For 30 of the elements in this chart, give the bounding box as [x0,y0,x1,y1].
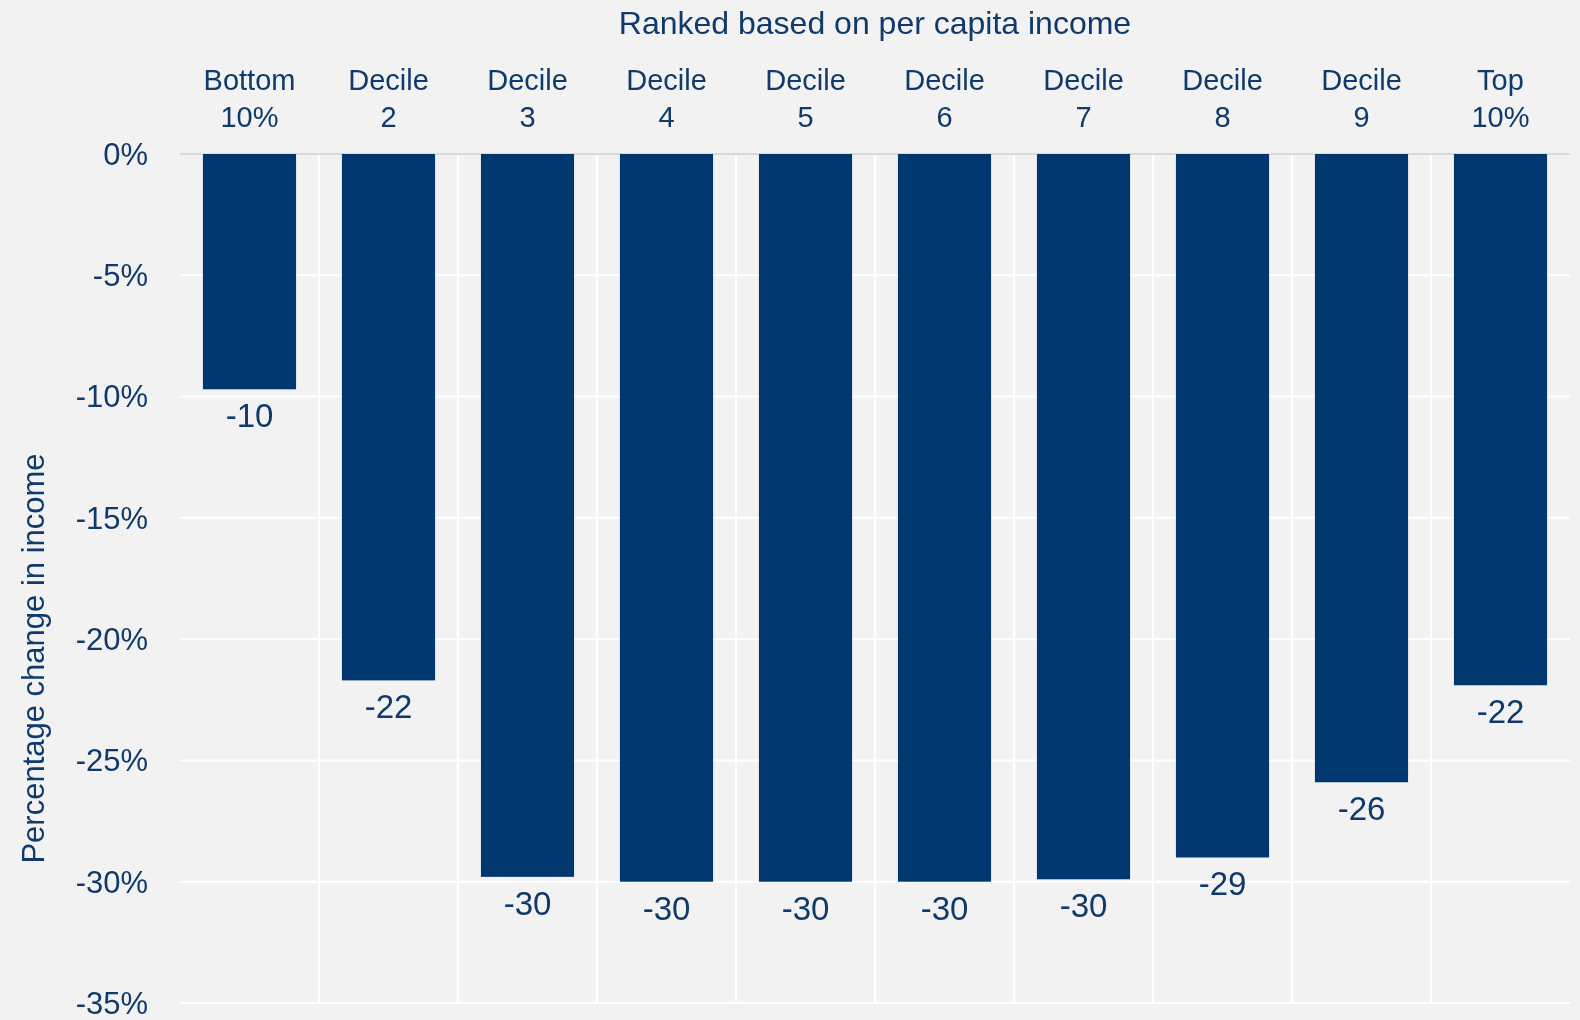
y-tick-label: -30% [75,864,148,900]
x-tick-label: Decile 3 [487,64,568,133]
y-tick-label: -20% [75,621,148,657]
x-tick-label: Top 10% [1471,64,1530,133]
data-label: -26 [1337,790,1386,828]
y-axis-title: Percentage change in income [16,453,51,864]
x-axis-title: Ranked based on per capita income [618,5,1132,41]
y-tick-label: -5% [92,258,148,294]
y-tick-label: -35% [75,985,148,1020]
y-tick-label: -10% [75,379,148,415]
x-tick-label: Bottom 10% [203,64,296,133]
x-tick-label: Decile 4 [626,64,707,133]
data-label: -30 [920,889,969,927]
x-tick-label: Decile 5 [765,64,846,133]
data-label: -30 [781,889,830,927]
y-tick-label: -15% [75,500,148,536]
data-label: -10 [225,397,274,435]
data-label: -30 [1059,887,1108,925]
x-tick-label: Decile 6 [904,64,985,133]
data-label: -29 [1198,865,1247,903]
x-tick-label: Decile 2 [348,64,429,133]
y-tick-label: -25% [75,743,148,779]
data-label: -22 [364,688,413,726]
data-label: -22 [1476,693,1525,731]
x-tick-label: Decile 8 [1182,64,1263,133]
data-label: -30 [642,889,691,927]
data-label: -30 [503,884,552,922]
x-tick-label: Decile 7 [1043,64,1124,133]
y-tick-label: 0% [103,136,148,172]
x-tick-label: Decile 9 [1321,64,1402,133]
